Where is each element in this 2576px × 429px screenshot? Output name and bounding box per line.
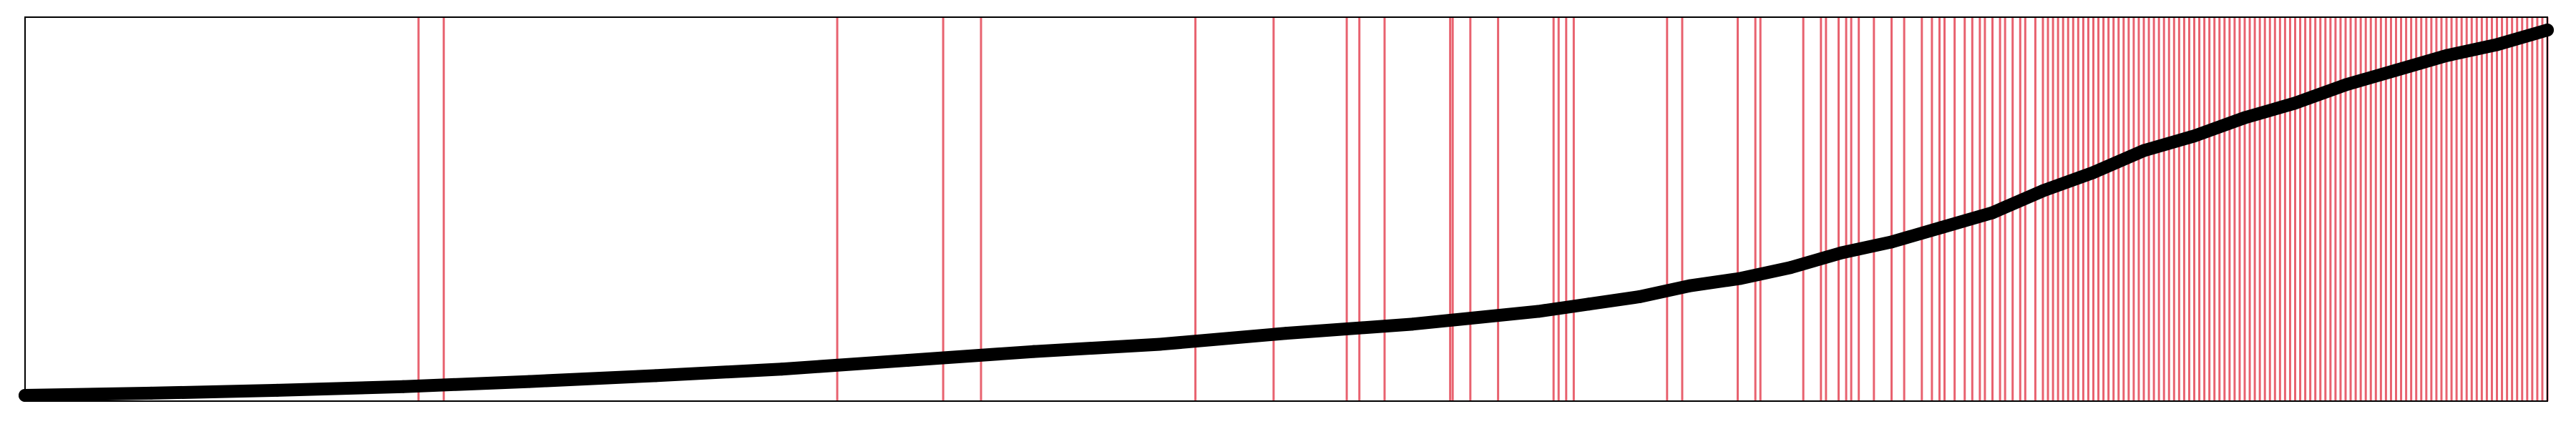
curve-series — [19, 24, 2554, 402]
curve-point — [1028, 345, 1040, 358]
curve-point — [145, 386, 158, 400]
curve-point — [775, 363, 789, 376]
curve-point — [901, 353, 914, 367]
curve-point — [1835, 246, 1848, 260]
curve-point — [2087, 166, 2100, 179]
curve-point — [396, 380, 410, 393]
curve-point — [1279, 327, 1293, 340]
curve-point — [1532, 305, 1545, 318]
curve-point — [1986, 206, 1999, 220]
curve-point — [2036, 184, 2049, 197]
curve-point — [1405, 317, 1419, 331]
curve-point — [2440, 49, 2453, 62]
curve-point — [2137, 144, 2150, 157]
curve-point — [1582, 297, 1596, 311]
curve-point — [523, 375, 536, 388]
curve-point — [1784, 261, 1797, 275]
curve-point — [2288, 97, 2302, 110]
curve-point — [1885, 235, 1898, 249]
curve-point — [1683, 279, 1697, 292]
curve-point — [2238, 111, 2251, 124]
curve-point — [649, 369, 663, 383]
curve-point — [1936, 220, 1948, 234]
curve-point — [1734, 272, 1747, 285]
curve-point — [2490, 38, 2504, 51]
plot-frame — [24, 16, 2548, 402]
curve-point — [270, 383, 284, 397]
curve-point — [2389, 64, 2403, 77]
curve-point — [1633, 290, 1646, 304]
curve-point — [2339, 78, 2352, 92]
curve-point — [2187, 129, 2201, 143]
curve-point — [1153, 337, 1167, 351]
